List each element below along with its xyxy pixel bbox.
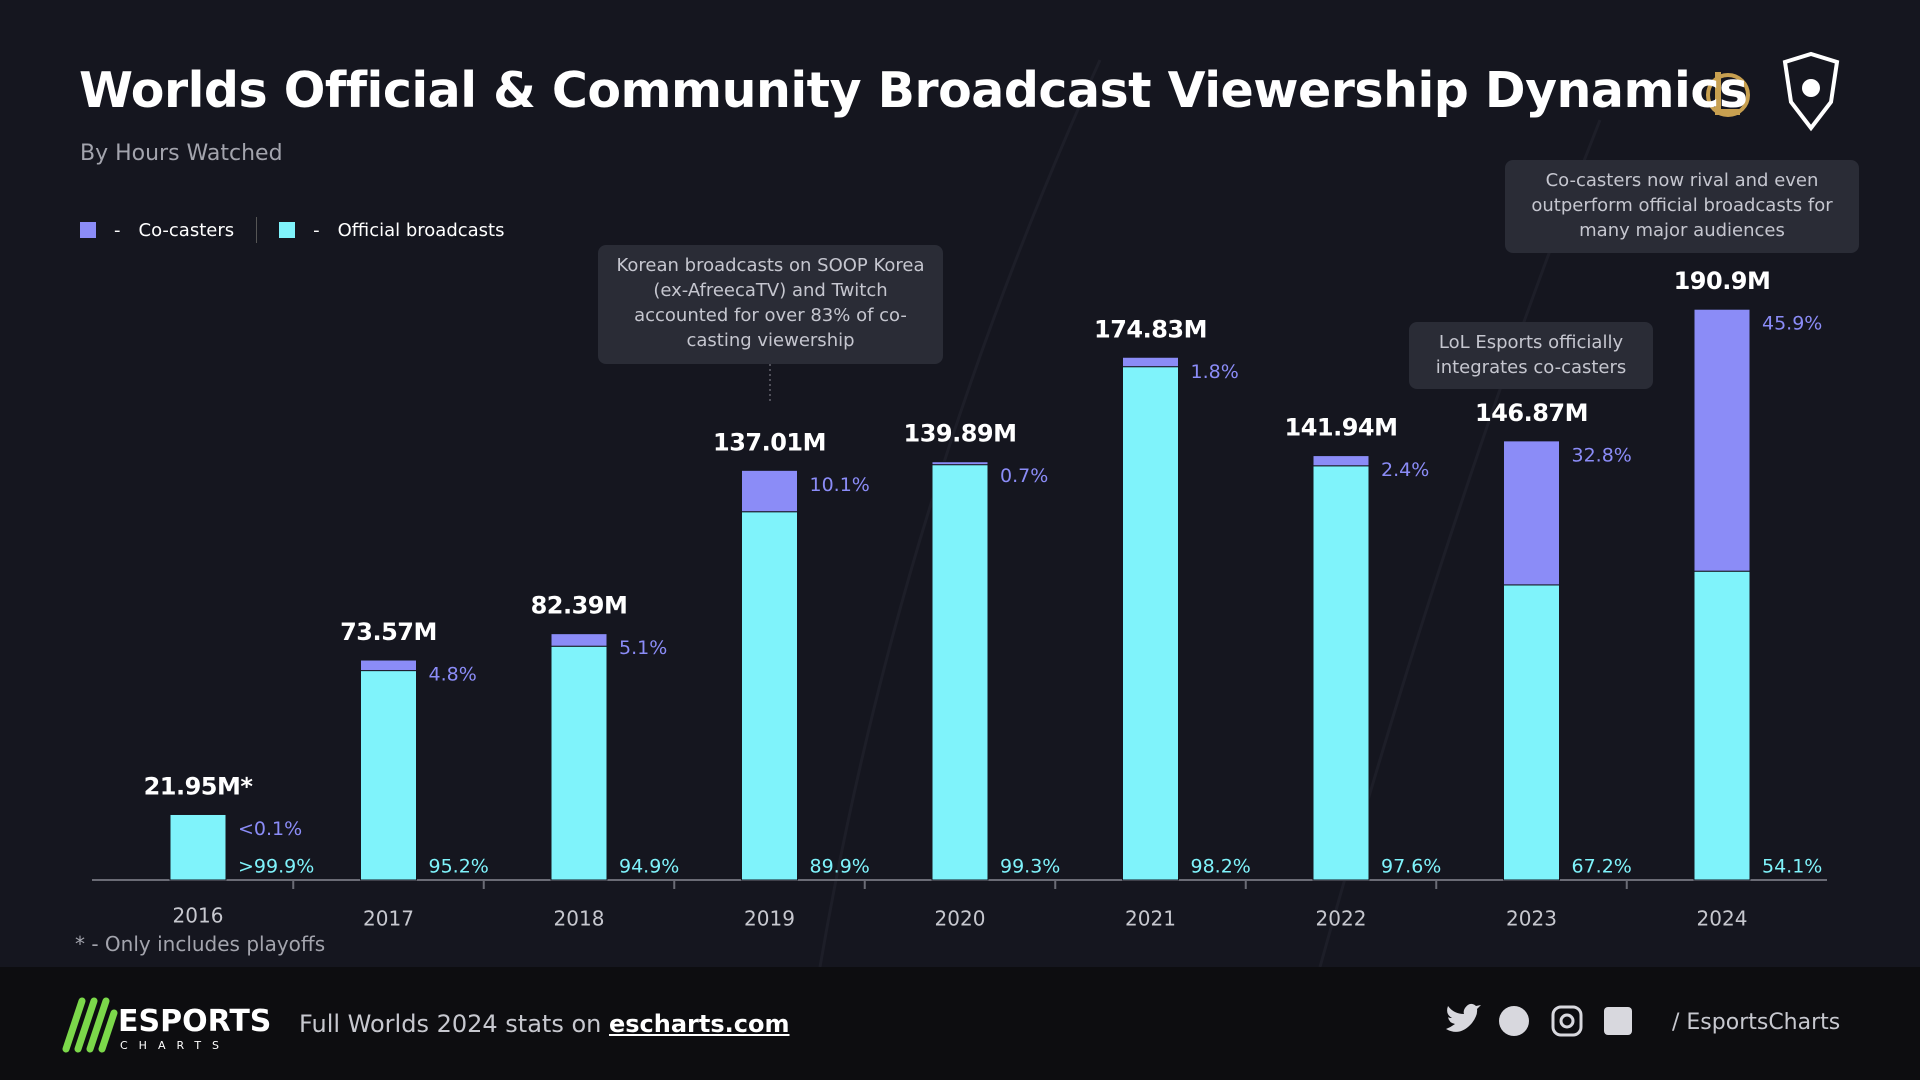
legend-swatch: [279, 222, 296, 238]
x-tick-label: 2021: [1125, 907, 1176, 931]
total-label: 146.87M: [1475, 399, 1588, 427]
x-tick-label: 2018: [554, 907, 605, 931]
decor: [818, 59, 1102, 967]
share-label: 94.9%: [619, 856, 679, 878]
footnote: * - Only includes playoffs: [75, 932, 326, 956]
total-label: 174.83M: [1094, 315, 1207, 343]
total-label: 21.95M*: [144, 772, 254, 800]
bar-segment: [741, 511, 798, 881]
bar-segment: [1122, 366, 1179, 881]
bar-segment: [360, 670, 417, 881]
total-label: 190.9M: [1674, 267, 1771, 295]
total-label: 82.39M: [531, 592, 628, 620]
x-tick-label: 2023: [1506, 907, 1557, 931]
link[interactable]: escharts.com: [608, 1010, 790, 1038]
share-label: 5.1%: [619, 637, 667, 659]
share-label: 2.4%: [1381, 459, 1429, 481]
share-label: >99.9%: [238, 856, 314, 878]
share-label: <0.1%: [238, 818, 302, 840]
annotation: Korean broadcasts on SOOP Korea (ex-Afre…: [598, 245, 943, 364]
share-label: 98.2%: [1191, 856, 1251, 878]
social-icons: [1446, 1003, 1632, 1037]
share-label: 97.6%: [1381, 856, 1441, 878]
bar-segment: [360, 659, 417, 672]
total-label: 141.94M: [1285, 414, 1398, 442]
lol-icon: [1706, 72, 1750, 117]
annotation: LoL Esports officially integrates co-cas…: [1409, 322, 1653, 389]
total-label: 137.01M: [713, 428, 826, 456]
logo-mark: [62, 997, 118, 1053]
logo-sub: CHARTS: [120, 1039, 231, 1052]
worlds-icon: [1782, 51, 1840, 132]
bar-segment: [1503, 440, 1560, 586]
bar-segment: [1312, 455, 1370, 467]
linkedin-icon[interactable]: [1604, 1007, 1632, 1035]
share-label: 89.9%: [810, 856, 870, 878]
twitter-icon[interactable]: [1446, 1003, 1481, 1032]
bar-segment: [931, 461, 989, 466]
annotation: Co-casters now rival and even outperform…: [1505, 160, 1859, 253]
x-tick-label: 2019: [744, 907, 795, 931]
handle[interactable]: / EsportsCharts: [1672, 1010, 1841, 1035]
bar-segment: [1503, 584, 1560, 881]
x-tick-label: 2020: [935, 907, 986, 931]
footer-text: Full Worlds 2024 stats on escharts.com: [299, 1010, 790, 1038]
share-label: 67.2%: [1572, 856, 1632, 878]
share-label: 32.8%: [1572, 444, 1632, 466]
legend-label: Co-casters: [138, 219, 235, 241]
share-label: 95.2%: [429, 856, 489, 878]
bar-segment: [550, 645, 608, 881]
share-label: 10.1%: [810, 474, 870, 496]
bar-segment: [169, 813, 227, 881]
total-label: 73.57M: [340, 618, 437, 646]
share-label: 99.3%: [1000, 856, 1060, 878]
x-tick-label: 2016: [173, 904, 224, 928]
x-tick-label: 2017: [363, 907, 414, 931]
logo: ESPORTS: [118, 1004, 272, 1039]
bar-segment: [931, 464, 989, 881]
legend: - Co-casters - Official broadcasts: [80, 217, 505, 243]
subtitle: By Hours Watched: [80, 141, 283, 166]
share-label: 4.8%: [429, 664, 477, 686]
total-label: 139.89M: [904, 420, 1017, 448]
bar-segment: [1693, 308, 1751, 572]
instagram-icon[interactable]: [1551, 1005, 1583, 1037]
x-tick-label: 2022: [1316, 907, 1367, 931]
x-tick-label: 2024: [1697, 907, 1748, 931]
share-label: 45.9%: [1762, 313, 1822, 335]
legend-swatch: [80, 222, 96, 238]
title: Worlds Official & Community Broadcast Vi…: [79, 62, 1748, 119]
share-label: 1.8%: [1191, 361, 1239, 383]
bar-segment: [1312, 465, 1370, 881]
footer: ESPORTS CHARTS Full Worlds 2024 stats on…: [0, 967, 1920, 1080]
bar-segment: [1693, 570, 1751, 881]
chart: 21.95M* <0.1% >99.9% 2016 73.57M 4.8% 95.2% 201…: [92, 51, 1840, 967]
share-label: 54.1%: [1762, 856, 1822, 878]
footer-text: Full Worlds 2024 stats on: [299, 1010, 602, 1038]
bar-segment: [550, 633, 608, 647]
bar-segment: [1122, 356, 1179, 368]
bar-segment: [741, 469, 798, 513]
share-label: 0.7%: [1000, 465, 1048, 487]
legend-label: Official broadcasts: [337, 219, 505, 241]
facebook-icon[interactable]: [1499, 1006, 1529, 1036]
